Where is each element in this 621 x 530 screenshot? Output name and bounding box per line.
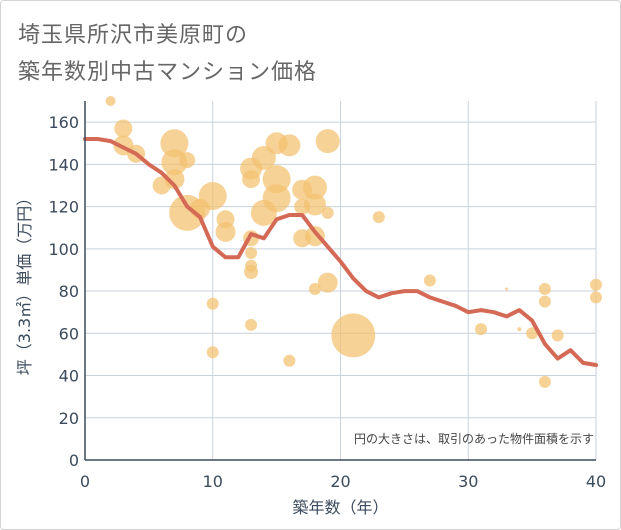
x-tick-label: 20 xyxy=(330,472,350,491)
x-tick-label: 0 xyxy=(80,472,90,491)
y-tick-label: 0 xyxy=(69,451,79,470)
bubble-point xyxy=(372,211,385,224)
bubble-point xyxy=(245,247,258,260)
bubble-point xyxy=(423,274,436,287)
bubble-size-note: 円の大きさは、取引のあった物件面積を示す xyxy=(354,431,594,446)
bubble-point xyxy=(590,278,602,291)
bubble-point xyxy=(475,323,488,336)
bubble-point xyxy=(302,175,327,200)
bubble-point xyxy=(315,129,340,154)
trend-line xyxy=(83,137,598,367)
bubble-point xyxy=(206,346,219,359)
bubble-point xyxy=(105,96,116,106)
bubble-point xyxy=(304,226,325,247)
y-tick-label: 140 xyxy=(48,155,79,174)
x-tick-label: 30 xyxy=(458,472,478,491)
bubble-point xyxy=(331,313,376,358)
y-axis-label: 坪（3.3㎡）単価（万円） xyxy=(15,190,34,375)
bubble-point xyxy=(244,265,259,280)
bubble-point xyxy=(538,295,551,308)
bubble-point xyxy=(317,272,338,293)
bubble-point xyxy=(215,221,236,242)
x-tick-labels: 0 10 20 30 40 xyxy=(80,472,606,491)
y-tick-label: 60 xyxy=(59,324,79,343)
y-tick-label: 40 xyxy=(59,367,79,386)
bubble-point xyxy=(164,169,185,190)
bubble-point xyxy=(321,206,334,219)
bubble-point xyxy=(283,354,296,367)
bubble-point xyxy=(262,184,291,213)
y-tick-label: 120 xyxy=(48,198,79,217)
bubble-point xyxy=(538,375,551,388)
bubble-point xyxy=(160,129,189,158)
bubble-point xyxy=(206,297,219,310)
x-tick-label: 40 xyxy=(586,472,606,491)
y-tick-labels: 0 20 40 60 80 100 120 140 160 xyxy=(48,113,79,470)
trend-line-series xyxy=(83,137,598,367)
bubble-point xyxy=(114,119,133,138)
bubble-point xyxy=(251,146,276,171)
x-tick-label: 10 xyxy=(203,472,223,491)
bubble-point xyxy=(198,182,227,211)
bubble-point xyxy=(308,282,321,295)
y-tick-label: 100 xyxy=(48,240,79,259)
bubble-point xyxy=(538,282,551,295)
y-tick-label: 20 xyxy=(59,409,79,428)
y-tick-label: 80 xyxy=(59,282,79,301)
bubble-point xyxy=(590,291,602,304)
bubble-point xyxy=(517,327,522,332)
bubble-point xyxy=(245,318,258,331)
bubble-point xyxy=(242,170,261,189)
axes xyxy=(84,101,596,461)
bubble-point xyxy=(505,287,509,291)
bubble-point xyxy=(278,134,301,157)
y-tick-label: 160 xyxy=(48,113,79,132)
bubble-series xyxy=(105,96,602,388)
grid-lines xyxy=(85,101,597,460)
bubble-point xyxy=(179,152,196,169)
bubble-point xyxy=(526,327,539,340)
chart-title-line1: 埼玉県所沢市美原町の xyxy=(18,23,249,48)
bubble-point xyxy=(303,193,326,216)
x-axis-label: 築年数（年） xyxy=(292,498,388,517)
chart-title-line2: 築年数別中古マンション価格 xyxy=(18,60,318,85)
bubble-point xyxy=(551,329,564,342)
